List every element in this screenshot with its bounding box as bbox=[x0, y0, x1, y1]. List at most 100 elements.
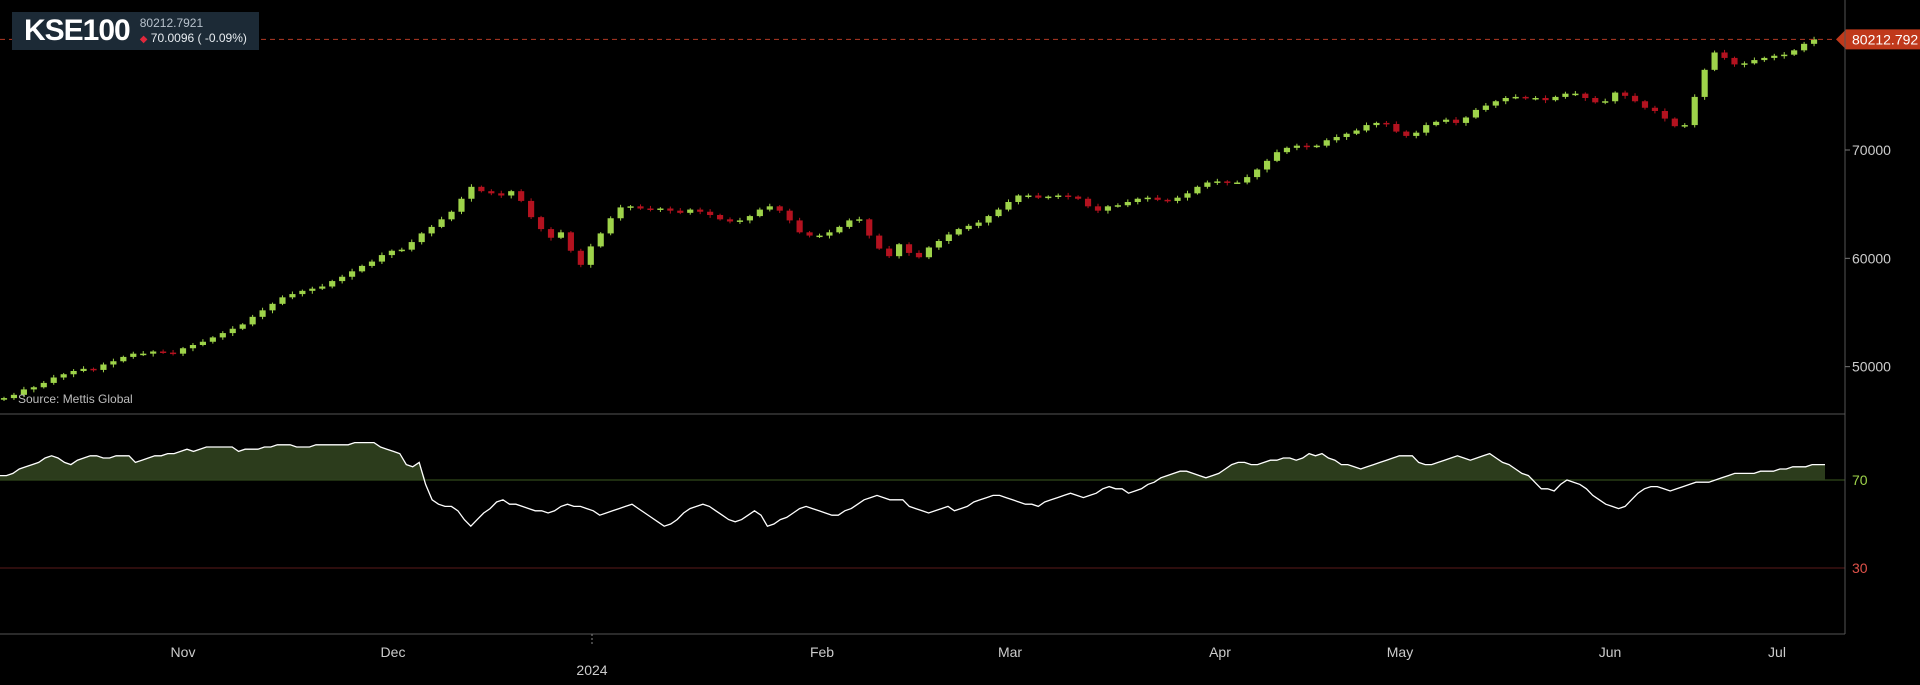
candle-body bbox=[846, 220, 853, 227]
candle-body bbox=[1492, 101, 1499, 106]
candle-body bbox=[169, 352, 177, 355]
candle-body bbox=[30, 387, 37, 390]
candle-body bbox=[239, 324, 246, 329]
x-month-label: May bbox=[1387, 644, 1413, 660]
candle-body bbox=[1602, 101, 1609, 103]
candle-body bbox=[388, 250, 395, 256]
candle-body bbox=[160, 351, 167, 353]
candle-body bbox=[518, 191, 525, 201]
candle-body bbox=[1631, 95, 1639, 102]
candle-body bbox=[1353, 130, 1360, 134]
candle-body bbox=[1423, 125, 1430, 133]
candle-body bbox=[1651, 107, 1659, 111]
candle-body bbox=[508, 191, 515, 196]
candle-body bbox=[1094, 206, 1102, 211]
candle-body bbox=[418, 233, 425, 243]
candle-body bbox=[1263, 160, 1271, 170]
candle-body bbox=[826, 232, 833, 236]
candle-body bbox=[1194, 186, 1201, 194]
candle-body bbox=[50, 377, 57, 383]
ticker-symbol: KSE100 bbox=[24, 14, 131, 47]
candle-body bbox=[319, 286, 326, 289]
candle-body bbox=[1562, 93, 1569, 97]
candle-body bbox=[1124, 202, 1131, 206]
candle-body bbox=[965, 225, 972, 230]
candle-body bbox=[349, 271, 356, 277]
candle-body bbox=[80, 368, 87, 371]
candle-body bbox=[886, 248, 893, 257]
candle-body bbox=[746, 216, 753, 221]
candle-body bbox=[1622, 92, 1629, 96]
candle-body bbox=[1184, 193, 1191, 198]
candle-body bbox=[1254, 169, 1261, 178]
candle-body bbox=[1542, 98, 1549, 101]
candle-body bbox=[60, 374, 67, 378]
candle-body bbox=[617, 207, 624, 219]
candle-body bbox=[1482, 105, 1489, 110]
candle-body bbox=[627, 206, 634, 208]
candle-body bbox=[766, 206, 773, 210]
candle-body bbox=[1582, 93, 1589, 98]
candle-body bbox=[587, 246, 594, 265]
price-tick-label: 70000 bbox=[1852, 142, 1891, 158]
candle-body bbox=[547, 229, 555, 238]
x-year-label: 2024 bbox=[576, 662, 607, 678]
candle-body bbox=[1781, 54, 1788, 57]
candle-body bbox=[1075, 196, 1082, 199]
candle-body bbox=[1015, 195, 1022, 202]
candle-body bbox=[289, 294, 296, 298]
last-price-label: 80212.792 bbox=[1852, 31, 1918, 47]
candle-body bbox=[1711, 52, 1718, 70]
rsi-pane bbox=[0, 441, 1845, 569]
candle-body bbox=[567, 232, 574, 251]
candle-body bbox=[1323, 140, 1330, 146]
candle-body bbox=[1174, 197, 1181, 201]
quote-block: 80212.7921 ◆ 70.0096 ( -0.09%) bbox=[140, 16, 247, 47]
candle-body bbox=[1005, 202, 1012, 210]
candle-body bbox=[1154, 197, 1161, 200]
candle-body bbox=[1224, 181, 1231, 183]
candle-body bbox=[1721, 52, 1728, 58]
candle-body bbox=[20, 389, 27, 395]
candle-body bbox=[1671, 118, 1678, 127]
candle-body bbox=[1045, 196, 1052, 199]
candle-body bbox=[110, 361, 117, 365]
price-pane: 80212.792 bbox=[0, 29, 1920, 402]
candle-body bbox=[1104, 206, 1112, 211]
candle-body bbox=[269, 303, 276, 311]
x-month-label: Feb bbox=[810, 644, 834, 660]
candle-body bbox=[806, 232, 813, 236]
candle-body bbox=[1592, 98, 1599, 103]
candle-body bbox=[786, 210, 793, 221]
candle-body bbox=[1303, 145, 1310, 148]
candle-body bbox=[189, 345, 197, 349]
down-triangle-icon: ◆ bbox=[139, 33, 148, 45]
candle-body bbox=[438, 219, 445, 227]
candle-body bbox=[478, 186, 485, 192]
candle-body bbox=[140, 353, 147, 356]
candle-body bbox=[1791, 50, 1798, 55]
candle-body bbox=[1771, 55, 1778, 58]
candle-body bbox=[995, 209, 1002, 217]
candle-body bbox=[537, 217, 545, 230]
candle-body bbox=[776, 206, 783, 211]
candle-body bbox=[1363, 125, 1370, 131]
candle-body bbox=[667, 208, 674, 211]
candle-body bbox=[866, 219, 873, 236]
candle-body bbox=[1383, 122, 1390, 125]
candle-body bbox=[1572, 93, 1579, 96]
candle-body bbox=[876, 235, 883, 249]
candle-body bbox=[1741, 63, 1748, 65]
candle-body bbox=[736, 220, 744, 222]
candle-body bbox=[657, 208, 664, 210]
candle-body bbox=[199, 341, 206, 345]
candle-body bbox=[1552, 96, 1559, 101]
candle-body bbox=[856, 219, 863, 221]
candle-body bbox=[1502, 98, 1509, 102]
candle-body bbox=[985, 216, 992, 223]
candle-body bbox=[339, 276, 346, 282]
x-month-label: Nov bbox=[171, 644, 196, 660]
candle-body bbox=[557, 232, 565, 238]
candle-body bbox=[1234, 182, 1241, 184]
